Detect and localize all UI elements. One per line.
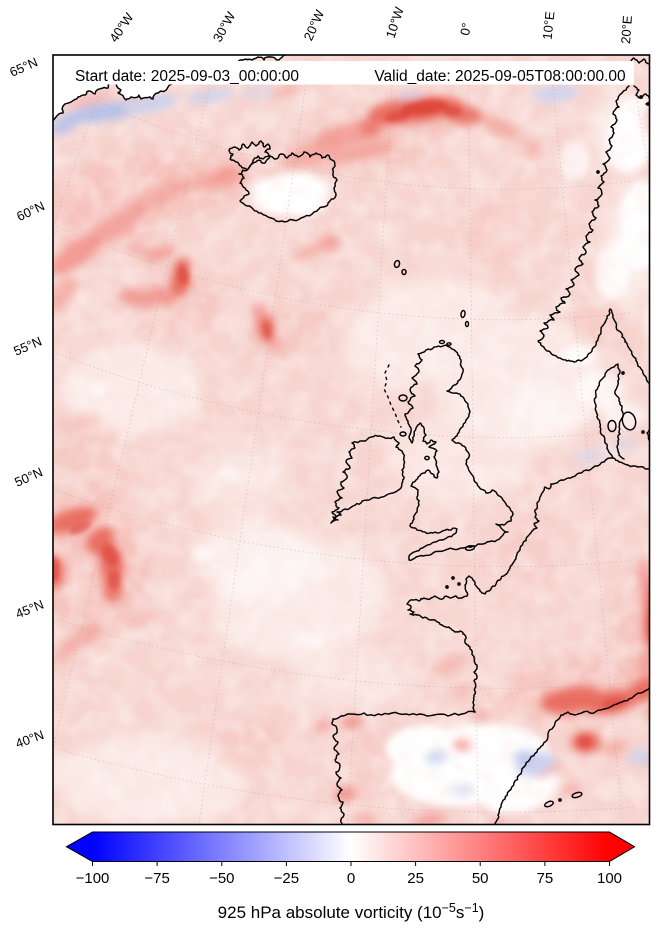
- svg-text:−50: −50: [209, 870, 234, 887]
- svg-text:Start date: 2025-09-03_00:00:0: Start date: 2025-09-03_00:00:00: [75, 68, 299, 85]
- svg-text:0°: 0°: [457, 22, 474, 37]
- svg-text:0: 0: [347, 870, 355, 887]
- svg-text:−25: −25: [274, 870, 299, 887]
- svg-text:50: 50: [472, 870, 489, 887]
- svg-text:Valid_date: 2025-09-05T08:00:0: Valid_date: 2025-09-05T08:00:00.00: [374, 68, 626, 85]
- svg-text:25: 25: [407, 870, 424, 887]
- svg-text:−75: −75: [144, 870, 169, 887]
- svg-text:20°E: 20°E: [618, 15, 635, 45]
- svg-text:10°E: 10°E: [540, 10, 558, 40]
- svg-text:−100: −100: [76, 870, 110, 887]
- svg-text:100: 100: [597, 870, 622, 887]
- svg-text:75: 75: [537, 870, 554, 887]
- svg-text:925 hPa absolute vorticity (10: 925 hPa absolute vorticity (10−5s−1): [218, 901, 485, 922]
